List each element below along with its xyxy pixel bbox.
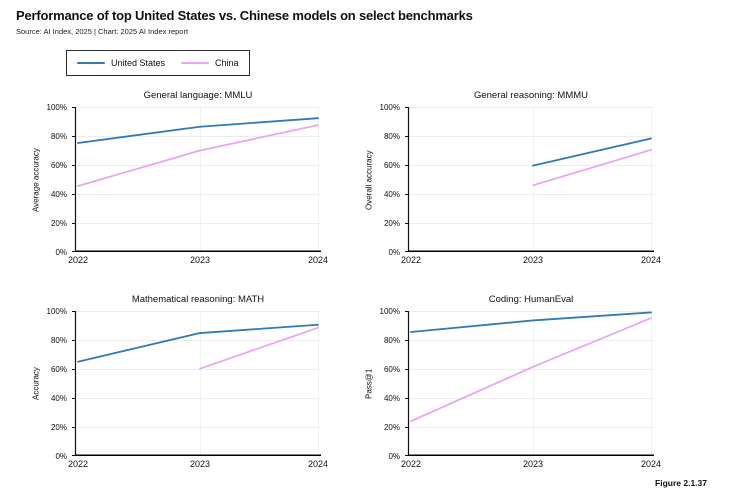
x-tick-labels: 2022 2023 2024 [401, 459, 661, 471]
y-tick: 80% [383, 335, 400, 345]
y-tick: 40% [383, 393, 400, 403]
chart-humaneval: Coding: HumanEval Pass@1 0% 20% 40% 60% 80% 1… [348, 292, 668, 482]
legend-label: China [215, 58, 239, 68]
x-tick: 2024 [307, 459, 329, 469]
series-line-united-states [77, 117, 319, 144]
y-tick: 20% [383, 218, 400, 228]
y-tick: 40% [383, 189, 400, 199]
series-line-united-states [77, 323, 319, 363]
series-line-china [532, 149, 652, 187]
y-tick: 0% [55, 247, 67, 257]
y-tick-labels: 0% 20% 40% 60% 80% 100% [15, 307, 71, 461]
y-tick: 100% [379, 306, 400, 316]
y-tick: 60% [383, 364, 400, 374]
y-tick: 0% [55, 451, 67, 461]
plot-area [72, 107, 321, 252]
x-tick-labels: 2022 2023 2024 [68, 459, 328, 471]
series-line-china [199, 326, 319, 370]
y-tick: 100% [46, 306, 67, 316]
y-tick-labels: 0% 20% 40% 60% 80% 100% [348, 307, 404, 461]
y-tick: 20% [383, 422, 400, 432]
plot-area [72, 311, 321, 456]
page-title: Performance of top United States vs. Chi… [16, 8, 473, 23]
china-line-swatch [181, 62, 210, 64]
x-tick: 2022 [67, 255, 89, 265]
x-tick: 2023 [522, 255, 544, 265]
y-tick: 0% [388, 247, 400, 257]
legend-item-united-states: United States [77, 58, 165, 68]
series-line-united-states [532, 137, 652, 167]
x-tick: 2024 [640, 255, 662, 265]
chart-math: Mathematical reasoning: MATH Accuracy 0%… [15, 292, 335, 482]
chart-mmlu: General language: MMLU Average accuracy … [15, 88, 335, 278]
source-caption: Source: AI Index, 2025 | Chart: 2025 AI … [16, 27, 189, 36]
x-tick: 2022 [400, 459, 422, 469]
y-tick: 60% [383, 160, 400, 170]
x-tick: 2024 [307, 255, 329, 265]
series-line-china [410, 317, 652, 423]
x-tick: 2024 [640, 459, 662, 469]
chart-title: Coding: HumanEval [488, 294, 574, 305]
y-tick: 20% [50, 422, 67, 432]
x-tick: 2023 [522, 459, 544, 469]
y-tick: 40% [50, 393, 67, 403]
x-tick: 2023 [189, 459, 211, 469]
chart-title: General language: MMLU [143, 90, 253, 101]
united-states-line-swatch [77, 62, 105, 64]
x-tick: 2022 [400, 255, 422, 265]
series-line-united-states [410, 311, 652, 333]
y-tick: 60% [50, 364, 67, 374]
x-tick: 2022 [67, 459, 89, 469]
y-tick: 20% [50, 218, 67, 228]
x-tick-labels: 2022 2023 2024 [68, 255, 328, 267]
legend: United States China [66, 50, 250, 76]
y-tick: 40% [50, 189, 67, 199]
figure-number: Figure 2.1.37 [655, 478, 707, 488]
y-tick: 60% [50, 160, 67, 170]
y-tick: 80% [383, 131, 400, 141]
y-tick: 80% [50, 335, 67, 345]
chart-title: Mathematical reasoning: MATH [131, 294, 265, 305]
plot-area [405, 107, 654, 252]
chart-mmmu: General reasoning: MMMU Overall accuracy… [348, 88, 668, 278]
legend-label: United States [111, 58, 166, 68]
y-tick: 0% [388, 451, 400, 461]
legend-item-china: China [181, 58, 239, 68]
plot-area [405, 311, 654, 456]
x-tick-labels: 2022 2023 2024 [401, 255, 661, 267]
y-tick: 100% [46, 102, 67, 112]
y-tick-labels: 0% 20% 40% 60% 80% 100% [348, 103, 404, 257]
y-tick-labels: 0% 20% 40% 60% 80% 100% [15, 103, 71, 257]
y-tick: 100% [379, 102, 400, 112]
y-tick: 80% [50, 131, 67, 141]
chart-title: General reasoning: MMMU [473, 90, 589, 101]
series-line-china [77, 124, 319, 187]
x-tick: 2023 [189, 255, 211, 265]
